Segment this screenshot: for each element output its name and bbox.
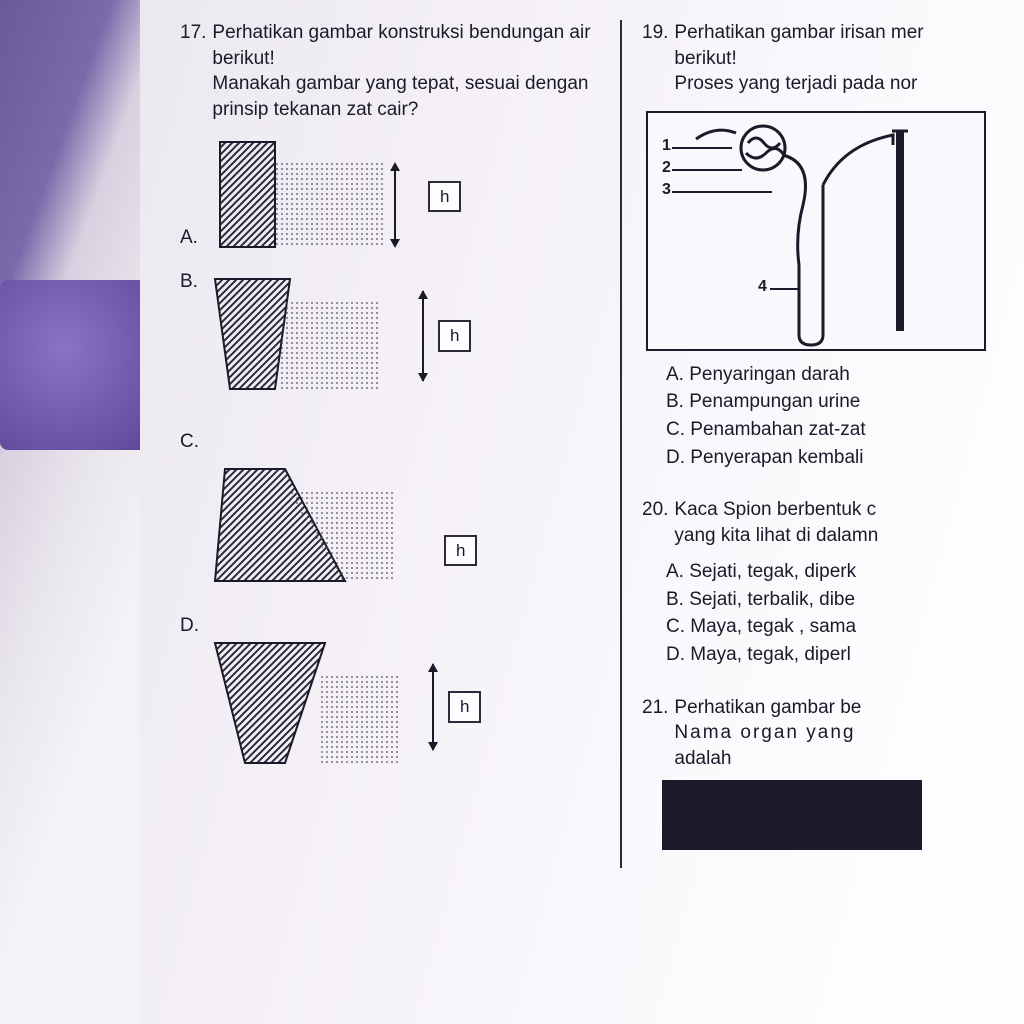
q19-number: 19. xyxy=(642,20,668,46)
q20-opt-a: A. Sejati, tegak, diperk xyxy=(666,558,1020,586)
q17-option-a: A. xyxy=(180,137,610,257)
q20-options: A. Sejati, tegak, diperk B. Sejati, terb… xyxy=(642,558,1020,668)
h-label-b: h xyxy=(438,320,471,352)
q21-text: Perhatikan gambar be Nama organ yang ada… xyxy=(674,695,1020,772)
opt-a-label: A. xyxy=(180,227,210,257)
q19-text: Perhatikan gambar irisan mer berikut! Pr… xyxy=(674,20,1020,97)
opt-d-label: D. xyxy=(180,615,210,637)
h-label-d: h xyxy=(448,691,481,723)
background-blob xyxy=(0,280,160,450)
q19-opt-d: D. Penyerapan kembali xyxy=(666,444,1020,472)
arrow-b xyxy=(416,291,430,381)
opt-b-label: B. xyxy=(180,271,210,293)
q19-opt-b: B. Penampungan urine xyxy=(666,388,1020,416)
label-2: 2 xyxy=(662,159,671,177)
opt-c-label: C. xyxy=(180,431,210,453)
diagram-b xyxy=(210,271,410,401)
label-3: 3 xyxy=(662,181,671,199)
q21-number: 21. xyxy=(642,695,668,721)
h-label-a: h xyxy=(428,181,461,212)
q17-option-d: D. xyxy=(180,615,610,770)
arrow-d xyxy=(426,664,440,750)
q21-image-placeholder xyxy=(662,780,922,850)
label-1: 1 xyxy=(662,137,671,155)
question-19: 19. Perhatikan gambar irisan mer berikut… xyxy=(642,20,1020,471)
h-label-c: h xyxy=(444,535,477,566)
left-column: 17. Perhatikan gambar konstruksi bendung… xyxy=(180,20,620,868)
q20-text: Kaca Spion berbentuk c yang kita lihat d… xyxy=(674,497,1020,548)
q17-text: Perhatikan gambar konstruksi bendungan a… xyxy=(212,20,610,123)
q19-opt-c: C. Penambahan zat-zat xyxy=(666,416,1020,444)
diagram-d xyxy=(210,635,420,770)
question-17: 17. Perhatikan gambar konstruksi bendung… xyxy=(180,20,610,770)
diagram-a xyxy=(210,137,420,257)
q17-option-b: B. xyxy=(180,271,610,401)
question-21: 21. Perhatikan gambar be Nama organ yang… xyxy=(642,695,1020,850)
q20-opt-b: B. Sejati, terbalik, dibe xyxy=(666,586,1020,614)
worksheet-paper: 17. Perhatikan gambar konstruksi bendung… xyxy=(140,0,1024,1024)
diagram-c xyxy=(210,461,440,591)
right-column: 19. Perhatikan gambar irisan mer berikut… xyxy=(620,20,1020,868)
q17-option-c: C. xyxy=(180,431,610,591)
q19-opt-a: A. Penyaringan darah xyxy=(666,361,1020,389)
q20-number: 20. xyxy=(642,497,668,523)
q20-opt-d: D. Maya, tegak, diperl xyxy=(666,641,1020,669)
q19-options: A. Penyaringan darah B. Penampungan urin… xyxy=(642,361,1020,471)
nephron-diagram: 1 2 3 4 xyxy=(646,111,986,351)
q20-opt-c: C. Maya, tegak , sama xyxy=(666,613,1020,641)
q17-number: 17. xyxy=(180,20,206,46)
question-20: 20. Kaca Spion berbentuk c yang kita lih… xyxy=(642,497,1020,668)
label-4: 4 xyxy=(758,278,767,296)
